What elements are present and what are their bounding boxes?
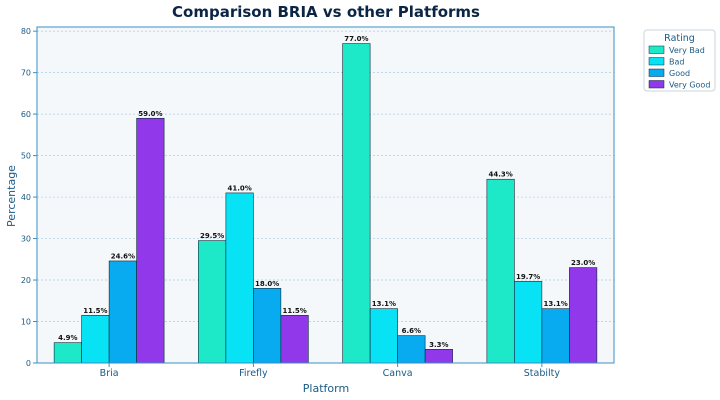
bar-bad <box>514 280 543 364</box>
y-tick-label: 30 <box>21 235 31 244</box>
plot-frame <box>36 26 615 364</box>
legend-label-very-bad: Very Bad <box>669 46 705 55</box>
x-tick-label: Canva <box>383 368 413 379</box>
bar-very-bad <box>198 240 227 364</box>
data-label: 18.0% <box>255 280 279 288</box>
data-label: 6.6% <box>402 327 421 335</box>
bar-very-bad <box>342 43 371 364</box>
data-label: 41.0% <box>227 184 251 192</box>
bar-bad <box>225 192 254 364</box>
x-tick-label: Stabilty <box>524 368 561 379</box>
data-label: 29.5% <box>200 232 224 240</box>
y-tick-label: 70 <box>21 69 31 78</box>
y-tick-label: 10 <box>21 318 31 327</box>
x-tick-label: Bria <box>100 368 119 379</box>
data-label: 11.5% <box>282 307 306 315</box>
legend-label-bad: Bad <box>669 58 684 67</box>
chart-title: Comparison BRIA vs other Platforms <box>172 3 480 21</box>
legend-swatch-very-good <box>648 80 665 89</box>
bar-very-good <box>280 314 309 364</box>
bar-very-bad <box>486 178 515 364</box>
bar-good <box>541 308 570 364</box>
y-tick-label: 80 <box>21 27 31 36</box>
data-label: 3.3% <box>429 341 448 349</box>
data-label: 11.5% <box>83 307 107 315</box>
y-tick-label: 40 <box>21 193 31 202</box>
y-axis-label: Percentage <box>5 165 18 227</box>
data-label: 77.0% <box>344 35 368 43</box>
data-label: 59.0% <box>138 110 162 118</box>
bar-very-good <box>136 117 165 364</box>
y-tick-label: 60 <box>21 110 31 119</box>
data-label: 44.3% <box>488 171 512 179</box>
legend-swatch-good <box>648 68 665 77</box>
data-label: 23.0% <box>571 259 595 267</box>
x-tick-label: Firefly <box>239 368 268 379</box>
x-axis-label: Platform <box>303 382 349 395</box>
bar-bad <box>81 314 110 364</box>
legend-label-very-good: Very Good <box>669 81 710 90</box>
legend-title: Rating <box>664 33 695 44</box>
bar-very-good <box>424 349 453 364</box>
legend-swatch-very-bad <box>648 45 665 54</box>
data-label: 19.7% <box>516 273 540 281</box>
y-tick-label: 20 <box>21 276 31 285</box>
legend-swatch-bad <box>648 57 665 66</box>
bar-very-good <box>569 267 598 364</box>
data-label: 13.1% <box>372 300 396 308</box>
data-label: 24.6% <box>111 252 135 260</box>
bar-good <box>253 288 282 364</box>
bar-good <box>108 260 137 364</box>
y-tick-label: 50 <box>21 152 31 161</box>
bar-good <box>397 335 426 364</box>
data-label: 13.1% <box>543 300 567 308</box>
data-label: 4.9% <box>58 334 77 342</box>
y-tick-label: 0 <box>26 359 31 368</box>
legend-label-good: Good <box>669 69 690 78</box>
bar-bad <box>369 308 398 364</box>
bar-very-bad <box>53 342 82 364</box>
